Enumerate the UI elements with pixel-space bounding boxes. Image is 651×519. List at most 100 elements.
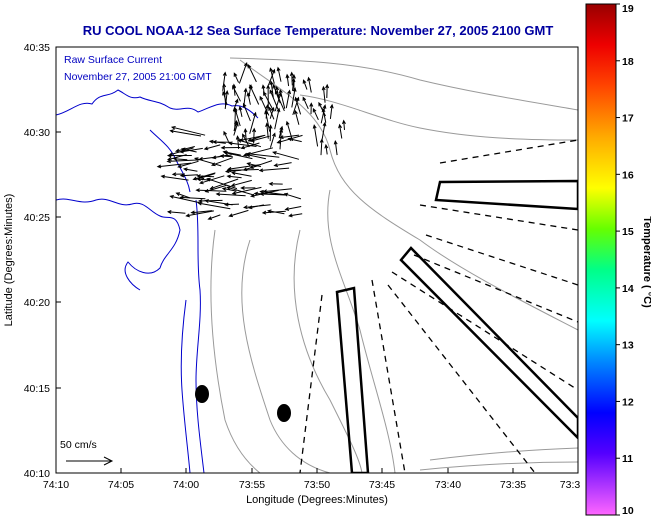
current-vector-arrow bbox=[307, 76, 312, 93]
current-vector-arrow bbox=[294, 96, 302, 115]
current-vector-arrow bbox=[166, 159, 200, 164]
current-vector-arrow bbox=[302, 79, 308, 90]
current-vector-arrow bbox=[197, 201, 231, 210]
y-tick-label: 40:10 bbox=[24, 468, 50, 480]
current-vector-arrow bbox=[226, 186, 255, 196]
current-vector-arrow bbox=[247, 204, 264, 210]
current-vector-arrow bbox=[258, 167, 290, 173]
y-tick-label: 40:15 bbox=[24, 383, 50, 395]
current-vector-arrow bbox=[333, 139, 338, 156]
current-vector-arrow bbox=[285, 73, 290, 87]
current-vector-arrow bbox=[231, 186, 262, 195]
current-vector-arrow bbox=[175, 192, 191, 199]
current-vector-arrow bbox=[342, 119, 346, 130]
current-vector-arrow bbox=[223, 130, 229, 142]
current-vector-arrow bbox=[239, 134, 266, 142]
current-vector-arrow bbox=[242, 102, 251, 122]
coverage-line bbox=[413, 254, 578, 323]
current-vector-arrow bbox=[321, 85, 326, 103]
current-vector-arrow bbox=[204, 199, 233, 206]
coverage-line bbox=[439, 139, 578, 164]
current-vector-arrow bbox=[224, 90, 229, 109]
x-tick-label: 74:00 bbox=[173, 479, 199, 491]
current-vector-arrow bbox=[169, 195, 200, 204]
current-vector-arrow bbox=[259, 189, 286, 196]
coastline bbox=[56, 89, 259, 473]
current-vector-arrow bbox=[259, 95, 270, 116]
x-tick-label: 73:45 bbox=[369, 479, 395, 491]
colorbar-tick-label: 17 bbox=[622, 113, 634, 125]
current-vector-arrow bbox=[283, 192, 302, 200]
current-vector-arrow bbox=[272, 151, 300, 160]
colorbar-tick-label: 16 bbox=[622, 169, 634, 181]
surface-current-vectors bbox=[156, 62, 346, 220]
current-vector-arrow bbox=[249, 160, 273, 169]
coastline-north bbox=[56, 89, 259, 119]
annotation-line-2: November 27, 2005 21:00 GMT bbox=[64, 71, 212, 83]
current-vector-arrow bbox=[197, 198, 223, 203]
current-vector-arrow bbox=[230, 171, 252, 177]
colorbar-tick-label: 18 bbox=[622, 56, 634, 68]
current-vector-arrow bbox=[170, 126, 206, 136]
colorbar-gradient bbox=[585, 3, 617, 516]
current-vector-arrow bbox=[312, 107, 319, 121]
x-axis-label: Longitude (Degrees:Minutes) bbox=[246, 494, 388, 506]
current-vector-arrow bbox=[274, 107, 281, 130]
colorbar-tick-label: 13 bbox=[622, 340, 634, 352]
colorbar-tick-label: 15 bbox=[622, 226, 634, 238]
current-vector-arrow bbox=[269, 132, 276, 148]
bathymetry-contour-8 bbox=[429, 447, 578, 461]
current-vector-arrow bbox=[174, 146, 195, 153]
current-vector-arrow bbox=[279, 128, 284, 150]
y-tick-label: 40:20 bbox=[24, 297, 50, 309]
current-vector-arrow bbox=[203, 144, 221, 151]
current-vector-arrow bbox=[240, 185, 256, 190]
current-vector-arrow bbox=[232, 98, 239, 112]
x-axis: 74:10 74:05 74:00 73:55 73:50 73:45 73:4… bbox=[43, 468, 581, 506]
current-vector-arrow bbox=[168, 147, 194, 156]
current-vector-arrow bbox=[249, 135, 270, 143]
scale-arrow bbox=[66, 456, 114, 466]
current-vector-arrow bbox=[220, 145, 241, 150]
current-vector-arrow bbox=[246, 152, 280, 158]
y-axis-label: Latitude (Degrees:Minutes) bbox=[3, 194, 15, 327]
colorbar-tick-label: 19 bbox=[622, 3, 634, 15]
current-vector-arrow bbox=[238, 105, 243, 118]
current-vector-arrow bbox=[269, 80, 274, 98]
current-vector-arrow bbox=[284, 206, 302, 211]
current-vector-arrow bbox=[269, 106, 275, 119]
current-vector-arrow bbox=[264, 109, 271, 132]
current-vector-arrow bbox=[246, 162, 262, 168]
current-vector-arrow bbox=[247, 63, 257, 83]
current-vector-arrow bbox=[243, 127, 248, 142]
x-tick-label: 73:35 bbox=[500, 479, 526, 491]
current-vector-arrow bbox=[312, 124, 319, 147]
current-vector-arrow bbox=[199, 175, 225, 185]
coastline-south bbox=[195, 199, 205, 473]
current-vector-arrow bbox=[319, 138, 324, 156]
current-vector-arrow bbox=[279, 134, 300, 140]
station-marker-2 bbox=[277, 404, 291, 422]
current-vector-arrow bbox=[195, 188, 227, 193]
current-vector-arrow bbox=[276, 66, 282, 82]
bathymetry-contour-9 bbox=[419, 461, 578, 471]
scale-label: 50 cm/s bbox=[60, 439, 97, 451]
current-vector-arrow bbox=[166, 210, 186, 215]
colorbar-label: Temperature ( °C) bbox=[641, 216, 651, 308]
current-vector-arrow bbox=[261, 84, 266, 96]
radar-beam-outlines bbox=[335, 179, 578, 473]
current-vector-arrow bbox=[274, 92, 282, 112]
current-vector-arrow bbox=[207, 214, 221, 220]
x-tick-label: 73:3 bbox=[560, 479, 581, 491]
colorbar-tick-label: 14 bbox=[622, 283, 634, 295]
current-vector-arrow bbox=[268, 124, 273, 142]
y-tick-label: 40:30 bbox=[24, 127, 50, 139]
current-vector-arrow bbox=[238, 62, 248, 84]
y-axis: 40:35 40:30 40:25 40:20 40:15 40:10 Lati… bbox=[3, 42, 61, 480]
current-vector-arrow bbox=[223, 151, 253, 160]
current-vector-arrow bbox=[227, 141, 257, 147]
coverage-line bbox=[299, 294, 323, 473]
current-vector-arrow bbox=[287, 137, 302, 143]
current-vector-arrow bbox=[325, 83, 330, 99]
bathymetry-contour-3 bbox=[239, 59, 578, 331]
